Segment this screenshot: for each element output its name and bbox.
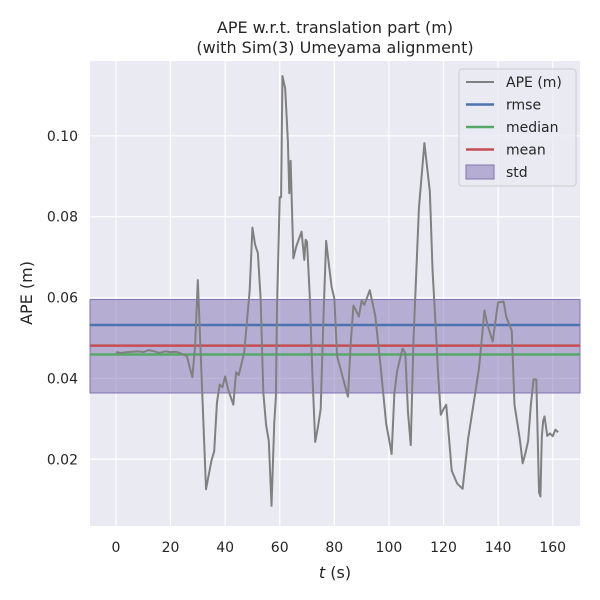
x-tick-labels: 0 20 40 60 80 100 120 140 160 (111, 540, 566, 556)
y-tick-label: 0.10 (47, 129, 78, 145)
y-tick-label: 0.02 (47, 452, 78, 468)
y-axis-label: APE (m) (17, 261, 36, 325)
x-tick-label: 140 (485, 540, 512, 556)
legend-label-rmse: rmse (506, 98, 541, 114)
chart-title-line1: APE w.r.t. translation part (m) (217, 18, 453, 37)
chart-title: APE w.r.t. translation part (m) (with Si… (196, 18, 473, 57)
x-tick-label: 60 (271, 540, 289, 556)
x-tick-label: 160 (539, 540, 566, 556)
x-axis-label: t (s) (319, 563, 351, 582)
x-tick-label: 120 (430, 540, 457, 556)
x-tick-label: 20 (162, 540, 180, 556)
x-axis-label-unit: (s) (325, 563, 351, 582)
ape-series-line (115, 74, 559, 507)
legend-label-mean: mean (506, 143, 546, 159)
x-tick-label: 40 (216, 540, 234, 556)
series-lines (90, 74, 580, 507)
y-tick-label: 0.06 (47, 291, 78, 307)
x-tick-label: 80 (325, 540, 343, 556)
legend-label-std: std (506, 165, 528, 181)
legend-label-median: median (506, 120, 558, 136)
chart-title-line2: (with Sim(3) Umeyama alignment) (196, 38, 473, 57)
legend-label-APE (m): APE (m) (506, 75, 562, 91)
x-tick-label: 0 (111, 540, 120, 556)
legend-swatch-std (465, 164, 495, 180)
y-tick-labels: 0.02 0.04 0.06 0.08 0.10 (47, 129, 78, 468)
legend: APE (m) rmse median mean std (458, 68, 577, 187)
x-tick-label: 100 (376, 540, 403, 556)
x-axis-label-var: t (319, 563, 326, 582)
legend-box (458, 68, 577, 187)
y-tick-label: 0.08 (47, 210, 78, 226)
y-tick-label: 0.04 (47, 371, 78, 387)
